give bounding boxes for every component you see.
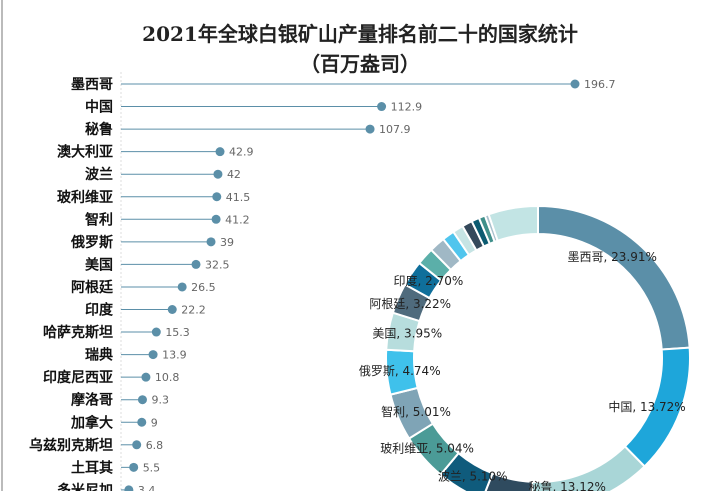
value-label: 5.5 <box>143 461 161 474</box>
lollipop-point <box>211 214 221 224</box>
category-label: 印度 <box>85 302 114 319</box>
donut-data-label: 智利, 5.01% <box>381 404 451 419</box>
value-label: 41.5 <box>226 191 251 204</box>
category-label: 俄罗斯 <box>70 234 113 251</box>
category-label: 摩洛哥 <box>71 392 113 409</box>
lollipop-point <box>129 462 139 472</box>
value-label: 42.9 <box>229 146 254 159</box>
lollipop-point <box>141 372 151 382</box>
category-label: 多米尼加 <box>57 482 113 491</box>
category-label: 乌兹别克斯坦 <box>29 437 113 454</box>
category-label: 印度尼西亚 <box>43 369 113 386</box>
value-label: 196.7 <box>584 78 616 91</box>
lollipop-point <box>167 305 177 314</box>
donut-data-label: 俄罗斯, 4.74% <box>359 364 441 378</box>
donut-data-label: 秘鲁, 13.12% <box>528 480 605 491</box>
lollipop-point <box>206 237 216 247</box>
chart-subtitle: （百万盎司） <box>300 52 420 76</box>
category-label: 波兰 <box>85 166 113 183</box>
category-label: 玻利维亚 <box>57 189 113 206</box>
value-label: 39 <box>220 236 234 249</box>
donut-data-label: 波兰, 5.10% <box>438 470 508 484</box>
category-label: 阿根廷 <box>71 279 114 296</box>
value-label: 15.3 <box>165 326 190 339</box>
value-label: 9.3 <box>151 394 169 407</box>
lollipop-point <box>137 417 147 427</box>
lollipop-point <box>377 102 387 112</box>
donut-data-label: 中国, 13.72% <box>608 399 685 414</box>
chart-title: 2021年全球白银矿山产量排名前二十的国家统计 <box>142 22 578 46</box>
lollipop-point <box>151 327 161 337</box>
category-label: 智利 <box>84 211 113 228</box>
category-label: 秘鲁 <box>85 121 113 138</box>
category-label: 土耳其 <box>71 459 113 476</box>
lollipop-point <box>191 259 201 269</box>
donut-slice <box>487 204 539 243</box>
lollipop-point <box>365 124 375 134</box>
donut-data-label: 美国, 3.95% <box>372 327 442 341</box>
lollipop-point <box>137 395 147 405</box>
category-label: 哈萨克斯坦 <box>43 324 113 341</box>
lollipop-point <box>148 350 158 360</box>
category-label: 瑞典 <box>85 347 113 364</box>
donut-data-label: 阿根廷, 3.22% <box>369 297 451 311</box>
value-label: 107.9 <box>379 123 411 136</box>
donut-chart: 墨西哥, 23.91% 中国, 13.72% 秘鲁, 13.12% 波兰, 5.10%… <box>359 204 691 491</box>
value-label: 42 <box>227 168 241 181</box>
value-label: 41.2 <box>225 213 250 226</box>
lollipop-point <box>212 192 222 202</box>
donut-slice <box>530 445 646 491</box>
category-label: 加拿大 <box>70 414 113 431</box>
category-label: 墨西哥 <box>71 77 113 93</box>
lollipop-point <box>132 440 142 450</box>
value-label: 32.5 <box>205 258 230 271</box>
donut-data-label: 印度, 2.70% <box>394 273 464 288</box>
value-label: 22.2 <box>181 304 206 317</box>
lollipop-chart: 墨西哥 196.7 中国 112.9 秘鲁 107.9 澳大利亚 42.9 波兰 42 玻利维亚 41… <box>29 72 616 491</box>
value-label: 9 <box>151 416 158 429</box>
lollipop-point <box>213 169 223 179</box>
donut-slice <box>537 204 691 351</box>
value-label: 13.9 <box>162 349 187 362</box>
category-label: 中国 <box>85 99 113 116</box>
donut-data-label: 玻利维亚, 5.04% <box>380 442 474 456</box>
lollipop-point <box>124 485 134 491</box>
donut-data-label: 墨西哥, 23.91% <box>568 250 657 264</box>
value-label: 6.8 <box>146 439 164 452</box>
lollipop-point <box>570 79 580 89</box>
lollipop-point <box>215 147 225 157</box>
category-label: 美国 <box>85 256 113 273</box>
category-label: 澳大利亚 <box>57 144 113 161</box>
lollipop-point <box>177 282 187 292</box>
value-label: 26.5 <box>191 281 216 294</box>
value-label: 3.4 <box>138 484 156 491</box>
value-label: 112.9 <box>391 101 423 114</box>
value-label: 10.8 <box>155 371 180 384</box>
